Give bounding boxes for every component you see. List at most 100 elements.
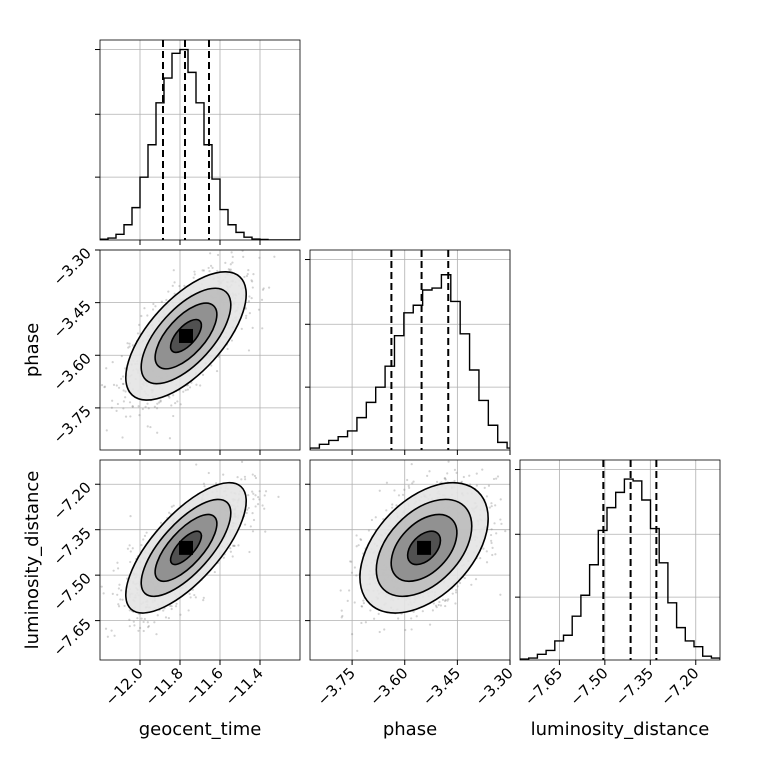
- sample-point: [138, 323, 141, 326]
- sample-point: [176, 400, 179, 403]
- sample-point: [360, 605, 364, 608]
- sample-point: [240, 460, 244, 463]
- sample-point: [122, 375, 125, 378]
- sample-point: [494, 553, 497, 556]
- sample-point: [230, 251, 233, 254]
- sample-point: [146, 402, 149, 405]
- sample-point: [168, 511, 171, 514]
- sample-point: [251, 490, 254, 493]
- panel-scatter-geocent_time-phase: −3.30 −3.45 −3.60 −3.75: [50, 244, 301, 455]
- sample-point: [187, 609, 190, 612]
- sample-point: [391, 503, 394, 506]
- sample-point: [215, 369, 219, 373]
- sample-point: [244, 307, 247, 310]
- sample-point: [490, 505, 493, 508]
- sample-point: [240, 478, 243, 481]
- sample-point: [470, 583, 473, 586]
- axes-frame: [309, 249, 511, 451]
- sample-point: [263, 507, 266, 510]
- sample-point: [244, 316, 248, 320]
- xtick-label: −11.8: [142, 664, 187, 709]
- sample-point: [155, 407, 159, 410]
- sample-point: [262, 287, 265, 290]
- sample-point: [126, 547, 130, 550]
- sample-point: [241, 250, 244, 252]
- sample-point: [189, 596, 192, 599]
- sample-point: [415, 615, 418, 618]
- sample-point: [210, 364, 213, 367]
- sample-point: [374, 516, 377, 519]
- sample-point: [128, 609, 131, 612]
- sample-point: [382, 518, 385, 521]
- sample-point: [437, 603, 440, 607]
- sample-point: [92, 651, 94, 653]
- sample-point: [245, 511, 248, 515]
- sample-point: [156, 614, 159, 617]
- sample-point: [483, 486, 486, 489]
- sample-point: [441, 598, 445, 601]
- sample-point: [121, 598, 124, 601]
- sample-point: [152, 302, 155, 306]
- sample-point: [488, 506, 491, 509]
- sample-point: [407, 484, 410, 488]
- sample-point: [346, 599, 349, 602]
- sample-point: [193, 593, 196, 597]
- ytick-label: −3.30: [50, 244, 95, 289]
- sample-point: [340, 609, 343, 612]
- sample-point: [129, 515, 132, 518]
- sample-point: [251, 280, 254, 283]
- sample-point: [362, 599, 365, 602]
- sample-point: [117, 587, 120, 590]
- sample-point: [490, 541, 493, 545]
- sample-point: [172, 504, 175, 507]
- sample-point: [195, 383, 198, 386]
- sample-point: [231, 544, 235, 547]
- sample-point: [159, 521, 163, 524]
- sample-point: [140, 543, 143, 547]
- xtick-label: −7.20: [657, 664, 702, 709]
- sample-point: [474, 578, 478, 581]
- sample-point: [172, 394, 175, 397]
- sample-point: [432, 602, 435, 605]
- sample-point: [113, 634, 116, 637]
- sample-point: [251, 473, 254, 476]
- sample-point: [257, 308, 261, 311]
- sample-point: [341, 614, 344, 618]
- sample-point: [435, 480, 439, 484]
- sample-point: [141, 407, 144, 411]
- sample-point: [421, 610, 424, 613]
- sample-point: [215, 482, 218, 485]
- sample-point: [456, 585, 459, 588]
- sample-point: [248, 295, 251, 298]
- sample-point: [157, 401, 161, 404]
- ytick-label: −3.60: [50, 349, 95, 394]
- sample-point: [153, 405, 156, 408]
- sample-point: [353, 566, 357, 569]
- sample-point: [261, 327, 264, 330]
- sample-point: [143, 534, 147, 537]
- sample-point: [129, 550, 132, 553]
- sample-point: [251, 530, 255, 533]
- sample-point: [443, 599, 447, 603]
- sample-point: [249, 525, 252, 528]
- xtick-label: −7.35: [612, 664, 657, 709]
- sample-point: [229, 547, 232, 550]
- sample-point: [349, 560, 352, 563]
- sample-point: [258, 498, 261, 501]
- sample-point: [132, 620, 135, 623]
- sample-point: [350, 633, 354, 636]
- sample-point: [162, 609, 165, 612]
- xlabel-geocent_time: geocent_time: [139, 719, 262, 740]
- sample-point: [340, 616, 343, 619]
- sample-point: [102, 592, 105, 595]
- histogram-step: [100, 48, 300, 240]
- sample-point: [453, 479, 456, 483]
- sample-point: [213, 570, 216, 574]
- sample-point: [237, 544, 240, 547]
- sample-point: [504, 530, 507, 533]
- sample-point: [500, 522, 503, 525]
- sample-point: [485, 495, 489, 498]
- sample-point: [184, 389, 187, 392]
- sample-point: [248, 550, 251, 554]
